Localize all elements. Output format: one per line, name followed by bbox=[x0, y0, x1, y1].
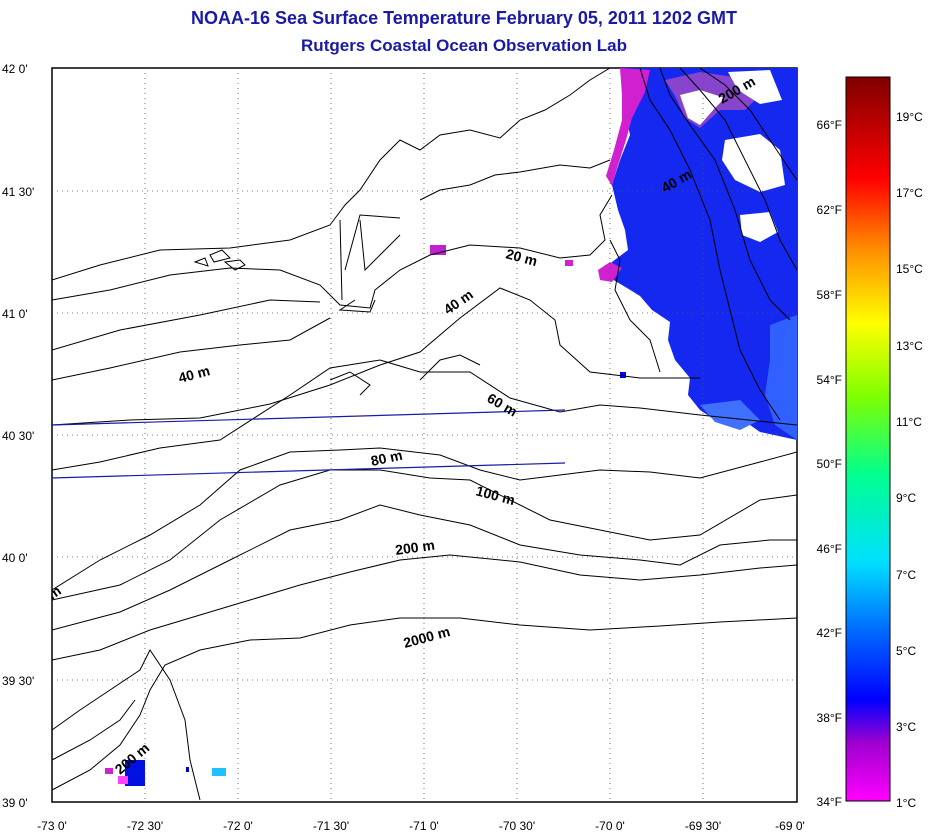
lon-label: -69 30' bbox=[685, 819, 721, 833]
c-label: 9°C bbox=[896, 491, 916, 505]
fahrenheit-scale: 66°F 62°F 58°F 54°F 50°F 46°F 42°F 38°F … bbox=[817, 118, 842, 809]
f-label: 58°F bbox=[817, 288, 842, 302]
map-grid bbox=[52, 68, 797, 802]
lon-label: -70 0' bbox=[595, 819, 625, 833]
lon-label: -72 0' bbox=[223, 819, 253, 833]
lat-label: 41 30' bbox=[2, 185, 34, 199]
c-label: 3°C bbox=[896, 720, 916, 734]
f-label: 66°F bbox=[817, 118, 842, 132]
lon-label: -69 0' bbox=[775, 819, 805, 833]
c-label: 7°C bbox=[896, 568, 916, 582]
lon-label: -71 0' bbox=[409, 819, 439, 833]
lon-label: -73 0' bbox=[37, 819, 67, 833]
c-label: 17°C bbox=[896, 186, 923, 200]
celsius-scale: 19°C 17°C 15°C 13°C 11°C 9°C 7°C 5°C 3°C… bbox=[896, 110, 923, 810]
lon-label: -72 30' bbox=[127, 819, 163, 833]
lat-label: 42 0' bbox=[2, 62, 28, 76]
map-subtitle: Rutgers Coastal Ocean Observation Lab bbox=[301, 36, 627, 55]
depth-label: 40 m bbox=[177, 362, 212, 386]
map-title: NOAA-16 Sea Surface Temperature February… bbox=[191, 8, 737, 28]
c-label: 5°C bbox=[896, 644, 916, 658]
c-label: 1°C bbox=[896, 796, 916, 810]
c-label: 13°C bbox=[896, 339, 923, 353]
c-label: 11°C bbox=[896, 415, 922, 429]
depth-label: 80 m bbox=[369, 447, 404, 469]
f-label: 34°F bbox=[817, 795, 842, 809]
c-label: 15°C bbox=[896, 262, 923, 276]
f-label: 42°F bbox=[817, 626, 842, 640]
f-label: 62°F bbox=[817, 203, 842, 217]
lat-label: 39 30' bbox=[2, 674, 34, 688]
f-label: 46°F bbox=[817, 542, 842, 556]
depth-label: m bbox=[45, 582, 64, 602]
latitude-axis: 42 0' 41 30' 41 0' 40 30' 40 0' 39 30' 3… bbox=[2, 62, 34, 810]
color-bar bbox=[845, 76, 891, 802]
lat-label: 41 0' bbox=[2, 307, 28, 321]
c-label: 19°C bbox=[896, 110, 923, 124]
lon-label: -71 30' bbox=[313, 819, 349, 833]
f-label: 54°F bbox=[817, 373, 842, 387]
bathymetry-contours bbox=[52, 68, 797, 801]
sst-imagery bbox=[105, 68, 797, 786]
lat-label: 39 0' bbox=[2, 796, 28, 810]
lat-label: 40 0' bbox=[2, 551, 28, 565]
lon-label: -70 30' bbox=[499, 819, 535, 833]
f-label: 38°F bbox=[817, 711, 842, 725]
depth-label: 200 m bbox=[394, 537, 436, 558]
depth-label: 20 m bbox=[504, 245, 539, 269]
lat-label: 40 30' bbox=[2, 429, 34, 443]
longitude-axis: -73 0' -72 30' -72 0' -71 30' -71 0' -70… bbox=[37, 819, 805, 833]
transect-lines bbox=[52, 409, 566, 479]
f-label: 50°F bbox=[817, 457, 842, 471]
